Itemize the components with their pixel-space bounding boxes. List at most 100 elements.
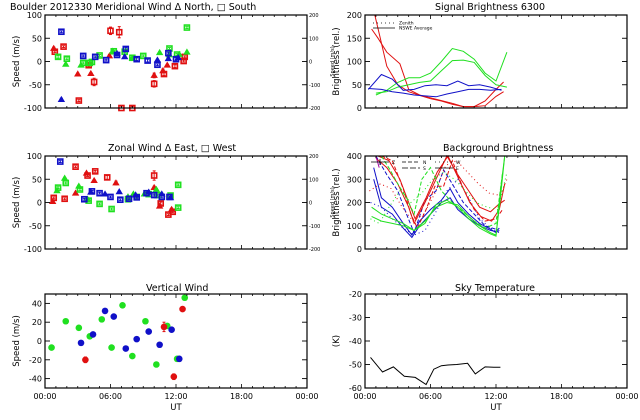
y-axis-label: Speed (m/s) bbox=[12, 315, 22, 367]
y2-tick-label: 200 bbox=[309, 13, 319, 19]
legend-label: Zenith bbox=[399, 21, 414, 27]
data-point-square bbox=[154, 61, 161, 69]
data-point-square bbox=[91, 168, 99, 175]
data-point-triangle bbox=[112, 179, 120, 186]
sky-temperature-panel: Sky Temperature 00:00 06:00 12:00 18:00 00:0… bbox=[332, 283, 639, 413]
data-point-circle bbox=[82, 356, 89, 364]
data-point-square bbox=[150, 191, 158, 199]
data-point-circle bbox=[75, 324, 83, 332]
data-point-triangle bbox=[155, 48, 164, 56]
vertical-data-layer bbox=[48, 294, 189, 381]
y-tick-label: 20 bbox=[32, 318, 42, 327]
y-tick-label: -30 bbox=[349, 314, 362, 323]
data-point-triangle bbox=[120, 53, 129, 60]
y-tick-label: -50 bbox=[29, 222, 42, 231]
data-point-triangle bbox=[163, 61, 171, 68]
series-line-green-W bbox=[370, 171, 508, 225]
data-point-square bbox=[122, 45, 130, 53]
y-tick-label: 0 bbox=[37, 337, 42, 346]
y-tick-label: 40 bbox=[32, 299, 42, 308]
data-point-square bbox=[96, 200, 103, 208]
data-point-square bbox=[76, 186, 84, 193]
zonal-wind-title: Zonal Wind Δ East, □ West bbox=[108, 143, 236, 154]
sky-temperature-title: Sky Temperature bbox=[455, 283, 535, 294]
data-point-square bbox=[96, 189, 103, 197]
series-line-red-2 bbox=[374, 14, 504, 108]
legend-label: NSWE Average bbox=[399, 26, 433, 32]
data-point-square bbox=[107, 27, 114, 35]
meridional-data-layer bbox=[50, 24, 191, 112]
data-point-square bbox=[133, 194, 140, 201]
background-data-layer bbox=[369, 154, 508, 239]
series-line-green-2 bbox=[375, 59, 508, 94]
data-point-triangle bbox=[115, 188, 123, 195]
data-point-square bbox=[107, 193, 114, 201]
data-point-square bbox=[113, 51, 121, 59]
y2-axis-label: Speed (m/s) bbox=[330, 187, 336, 217]
series-line-blue-2 bbox=[368, 88, 502, 98]
meridional-wind-title: Boulder 2012330 Meridional Wind Δ North,… bbox=[10, 2, 256, 13]
data-point-square bbox=[61, 195, 68, 203]
y-tick-label: 200 bbox=[347, 199, 362, 208]
legend-label: S bbox=[423, 166, 426, 172]
meridional-wind-panel: Boulder 2012330 Meridional Wind Δ North,… bbox=[10, 2, 336, 113]
data-point-circle bbox=[181, 294, 189, 302]
y-tick-label: 0 bbox=[37, 199, 42, 208]
series-line-blue-Z bbox=[373, 167, 500, 237]
y2-axis-label: Speed (m/s) bbox=[330, 46, 336, 76]
series-line-red-N bbox=[381, 155, 504, 230]
data-point-circle bbox=[122, 345, 130, 352]
x-tick-label: 18:00 bbox=[230, 392, 253, 401]
y2-tick-label: 100 bbox=[309, 177, 319, 183]
y-tick-label: 100 bbox=[347, 58, 362, 67]
x-tick-label: 06:00 bbox=[419, 392, 442, 401]
zonal-wind-panel: Zonal Wind Δ East, □ West 100 50 0 -50 -100 S… bbox=[12, 143, 336, 254]
y-tick-label: 0 bbox=[357, 245, 362, 254]
data-point-circle bbox=[142, 317, 149, 325]
signal-brightness-panel: Signal Brightness 6300 200 150 100 50 0 Brigh… bbox=[332, 2, 628, 113]
y-tick-label: 400 bbox=[347, 152, 362, 161]
y2-tick-label: -200 bbox=[309, 106, 320, 112]
y-tick-label: 50 bbox=[32, 34, 42, 43]
data-point-circle bbox=[48, 344, 55, 351]
data-point-circle bbox=[101, 307, 109, 315]
vertical-wind-panel: Vertical Wind 00:00 06:00 12:00 18:00 00:00 U… bbox=[12, 283, 319, 413]
data-point-square bbox=[62, 179, 70, 187]
data-point-square bbox=[84, 172, 91, 179]
data-point-square bbox=[166, 193, 173, 201]
data-point-triangle bbox=[164, 54, 173, 62]
series-line-black bbox=[370, 357, 501, 386]
data-point-square bbox=[172, 55, 180, 63]
skytemp-data-layer bbox=[370, 357, 501, 386]
data-point-square bbox=[133, 55, 140, 63]
x-tick-label: 18:00 bbox=[550, 392, 573, 401]
data-point-triangle bbox=[152, 185, 161, 192]
data-point-square bbox=[58, 28, 65, 36]
y-tick-label: 50 bbox=[32, 175, 42, 184]
y-tick-label: -50 bbox=[29, 81, 42, 90]
data-point-square bbox=[157, 200, 165, 207]
y-tick-label: 100 bbox=[27, 152, 42, 161]
y-axis-label: Speed (m/s) bbox=[12, 36, 22, 88]
legend-label: W bbox=[456, 160, 461, 166]
data-point-circle bbox=[119, 301, 126, 309]
legend-label: E bbox=[456, 166, 459, 172]
data-point-triangle bbox=[183, 48, 191, 55]
data-point-square bbox=[75, 97, 83, 104]
data-point-circle bbox=[156, 341, 163, 349]
y2-tick-label: -100 bbox=[309, 224, 320, 230]
data-point-circle bbox=[62, 317, 70, 325]
series-line-blue-W bbox=[370, 178, 500, 236]
x-tick-label: 12:00 bbox=[164, 392, 187, 401]
data-point-triangle bbox=[74, 70, 82, 77]
x-tick-label: 06:00 bbox=[99, 392, 122, 401]
data-point-square bbox=[174, 204, 182, 211]
legend-label: Z bbox=[392, 160, 395, 166]
data-point-square bbox=[169, 208, 177, 216]
background-brightness-title: Background Brightness bbox=[443, 143, 553, 154]
data-point-triangle bbox=[87, 69, 95, 76]
data-point-square bbox=[81, 195, 88, 203]
data-point-circle bbox=[129, 352, 136, 360]
data-point-square bbox=[102, 56, 110, 64]
